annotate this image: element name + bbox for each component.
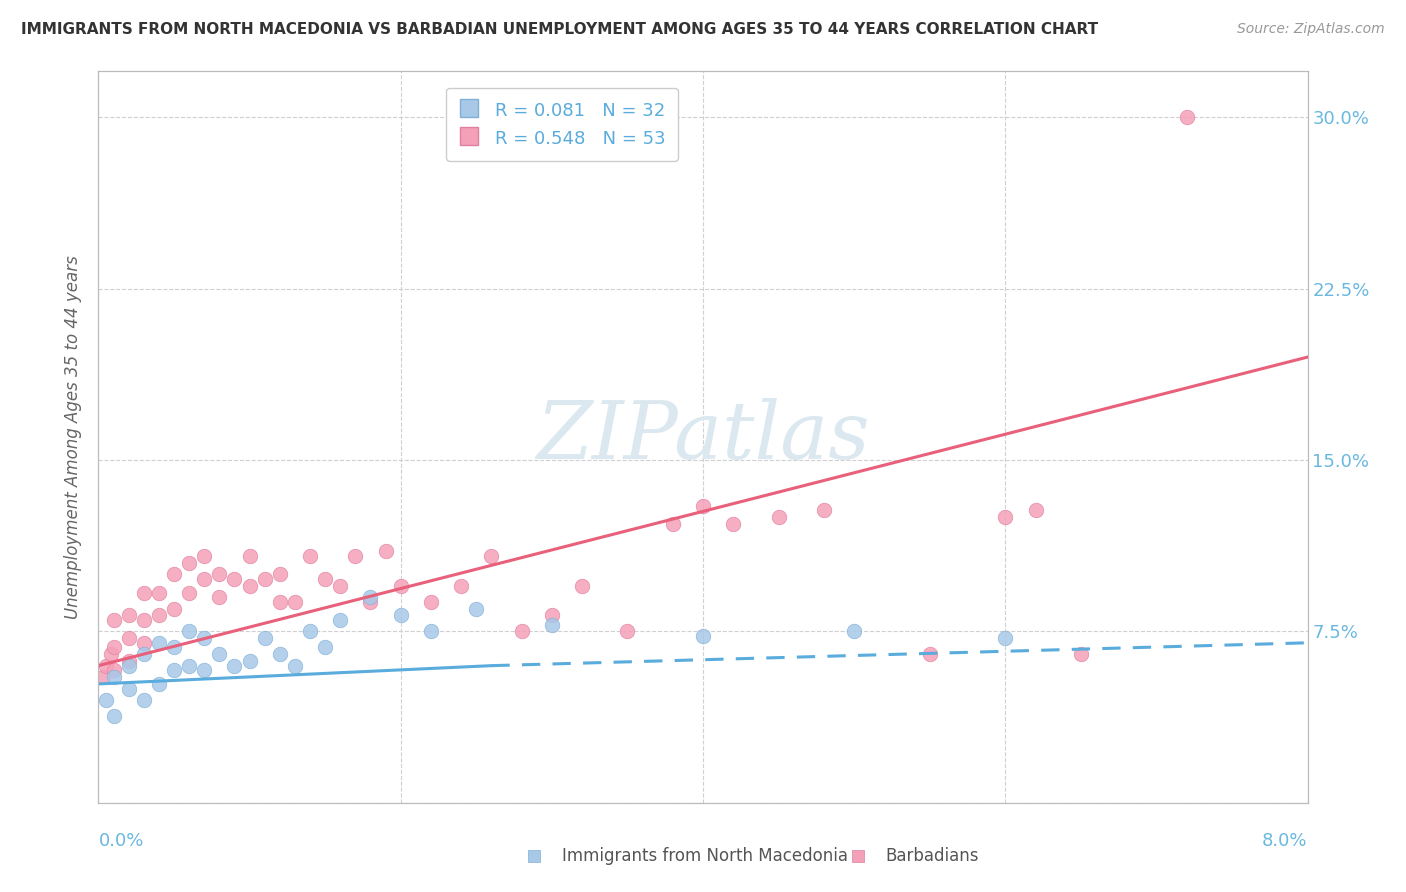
Point: [103, 613, 125, 627]
Point: [813, 503, 835, 517]
Point: [253, 632, 276, 646]
Point: [314, 640, 336, 655]
Point: [253, 572, 276, 586]
Point: [844, 624, 866, 639]
Point: [103, 709, 125, 723]
Text: IMMIGRANTS FROM NORTH MACEDONIA VS BARBADIAN UNEMPLOYMENT AMONG AGES 35 TO 44 YE: IMMIGRANTS FROM NORTH MACEDONIA VS BARBA…: [21, 22, 1098, 37]
Point: [132, 636, 155, 650]
Point: [103, 640, 125, 655]
Point: [540, 608, 562, 623]
Point: [329, 613, 352, 627]
Point: [661, 516, 683, 531]
Point: [269, 595, 291, 609]
Legend: R = 0.081   N = 32, R = 0.548   N = 53: R = 0.081 N = 32, R = 0.548 N = 53: [446, 87, 678, 161]
Point: [918, 647, 941, 661]
Point: [269, 567, 291, 582]
Point: [389, 608, 412, 623]
Point: [179, 624, 201, 639]
Point: [103, 670, 125, 684]
Point: [284, 658, 307, 673]
Point: [179, 556, 201, 570]
Text: 8.0%: 8.0%: [1263, 832, 1308, 850]
Point: [94, 658, 117, 673]
Point: [208, 647, 231, 661]
Point: [193, 549, 215, 563]
Point: [132, 585, 155, 599]
Point: [91, 670, 114, 684]
Point: [118, 681, 141, 696]
Point: [239, 579, 262, 593]
Point: [540, 617, 562, 632]
Point: [571, 579, 593, 593]
Point: [994, 510, 1017, 524]
Point: [344, 549, 367, 563]
Point: [1025, 503, 1047, 517]
Point: [224, 572, 246, 586]
Point: [299, 624, 322, 639]
Point: [208, 590, 231, 604]
Point: [1175, 110, 1198, 124]
Point: [118, 658, 141, 673]
Point: [132, 613, 155, 627]
Point: [118, 632, 141, 646]
Point: [420, 624, 443, 639]
Point: [193, 572, 215, 586]
Point: [163, 663, 186, 677]
Point: [179, 658, 201, 673]
Point: [148, 608, 170, 623]
Point: [360, 595, 382, 609]
Point: [510, 624, 533, 639]
Point: [994, 632, 1017, 646]
Point: [616, 624, 638, 639]
Point: [193, 632, 215, 646]
Point: [148, 677, 170, 691]
Point: [239, 654, 262, 668]
Point: [103, 663, 125, 677]
Point: [284, 595, 307, 609]
Point: [208, 567, 231, 582]
Point: [299, 549, 322, 563]
Point: [450, 579, 472, 593]
Point: [269, 647, 291, 661]
Text: Immigrants from North Macedonia: Immigrants from North Macedonia: [562, 847, 848, 865]
Point: [118, 654, 141, 668]
Point: [94, 693, 117, 707]
Point: [224, 658, 246, 673]
Text: Source: ZipAtlas.com: Source: ZipAtlas.com: [1237, 22, 1385, 37]
Point: [148, 585, 170, 599]
Point: [239, 549, 262, 563]
Point: [723, 516, 745, 531]
Point: [148, 636, 170, 650]
Point: [132, 647, 155, 661]
Point: [163, 601, 186, 615]
Point: [389, 579, 412, 593]
Text: ZIPatlas: ZIPatlas: [536, 399, 870, 475]
Point: [481, 549, 503, 563]
Point: [118, 608, 141, 623]
Point: [163, 640, 186, 655]
Point: [420, 595, 443, 609]
Y-axis label: Unemployment Among Ages 35 to 44 years: Unemployment Among Ages 35 to 44 years: [65, 255, 83, 619]
Point: [100, 647, 122, 661]
Point: [360, 590, 382, 604]
Text: Barbadians: Barbadians: [886, 847, 980, 865]
Point: [193, 663, 215, 677]
Text: 0.0%: 0.0%: [98, 832, 143, 850]
Point: [768, 510, 790, 524]
Point: [692, 629, 714, 643]
Point: [314, 572, 336, 586]
Point: [692, 499, 714, 513]
Point: [1070, 647, 1092, 661]
Point: [132, 693, 155, 707]
Point: [374, 544, 396, 558]
Point: [465, 601, 488, 615]
Point: [163, 567, 186, 582]
Point: [329, 579, 352, 593]
Point: [179, 585, 201, 599]
